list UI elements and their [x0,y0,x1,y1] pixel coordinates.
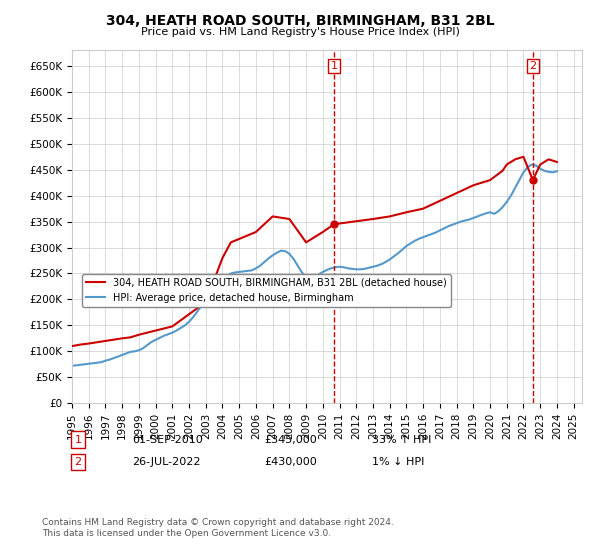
Text: 1: 1 [331,61,338,71]
Text: 33% ↑ HPI: 33% ↑ HPI [372,435,431,445]
Text: 2: 2 [74,457,82,467]
Text: 2: 2 [529,61,536,71]
Text: 304, HEATH ROAD SOUTH, BIRMINGHAM, B31 2BL: 304, HEATH ROAD SOUTH, BIRMINGHAM, B31 2… [106,14,494,28]
Text: 1: 1 [74,435,82,445]
Text: 01-SEP-2010: 01-SEP-2010 [132,435,203,445]
Text: £430,000: £430,000 [264,457,317,467]
Text: £345,000: £345,000 [264,435,317,445]
Text: 26-JUL-2022: 26-JUL-2022 [132,457,200,467]
Text: Price paid vs. HM Land Registry's House Price Index (HPI): Price paid vs. HM Land Registry's House … [140,27,460,37]
Text: 1% ↓ HPI: 1% ↓ HPI [372,457,424,467]
Text: Contains HM Land Registry data © Crown copyright and database right 2024.
This d: Contains HM Land Registry data © Crown c… [42,518,394,538]
Legend: 304, HEATH ROAD SOUTH, BIRMINGHAM, B31 2BL (detached house), HPI: Average price,: 304, HEATH ROAD SOUTH, BIRMINGHAM, B31 2… [82,274,451,307]
